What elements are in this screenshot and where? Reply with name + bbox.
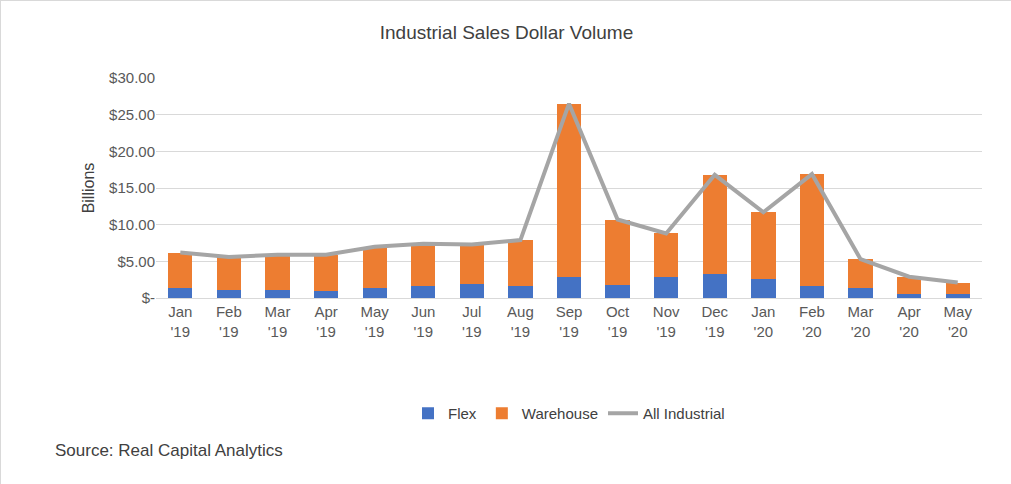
svg-text:$20.00: $20.00 [109, 143, 155, 160]
svg-text:$5.00: $5.00 [117, 253, 155, 270]
svg-text:Jan'19: Jan'19 [168, 303, 192, 340]
svg-text:Oct'19: Oct'19 [606, 303, 630, 340]
svg-text:Nov'19: Nov'19 [653, 303, 680, 340]
svg-text:Flex: Flex [448, 405, 477, 422]
svg-text:Jul'19: Jul'19 [462, 303, 482, 340]
svg-text:Source: Real Capital Analytics: Source: Real Capital Analytics [55, 441, 283, 460]
svg-text:All Industrial: All Industrial [643, 405, 725, 422]
svg-text:May'20: May'20 [944, 303, 973, 340]
svg-text:Feb'20: Feb'20 [799, 303, 825, 340]
svg-text:Apr'19: Apr'19 [314, 303, 337, 340]
svg-text:$15.00: $15.00 [109, 179, 155, 196]
svg-text:Mar'20: Mar'20 [848, 303, 874, 340]
svg-text:May'19: May'19 [360, 303, 389, 340]
svg-text:$-: $- [142, 289, 155, 306]
svg-text:Jan'20: Jan'20 [751, 303, 775, 340]
svg-text:Dec'19: Dec'19 [701, 303, 728, 340]
svg-text:Feb'19: Feb'19 [216, 303, 242, 340]
svg-text:Billions: Billions [80, 163, 97, 214]
svg-text:$25.00: $25.00 [109, 106, 155, 123]
svg-text:$10.00: $10.00 [109, 216, 155, 233]
svg-text:Industrial Sales Dollar Volume: Industrial Sales Dollar Volume [380, 22, 633, 43]
svg-text:Jun'19: Jun'19 [411, 303, 435, 340]
svg-text:Sep'19: Sep'19 [556, 303, 583, 340]
svg-text:Mar'19: Mar'19 [265, 303, 291, 340]
svg-text:Aug'19: Aug'19 [507, 303, 534, 340]
svg-text:Apr'20: Apr'20 [897, 303, 920, 340]
svg-text:$30.00: $30.00 [109, 69, 155, 86]
svg-text:Warehouse: Warehouse [522, 405, 598, 422]
